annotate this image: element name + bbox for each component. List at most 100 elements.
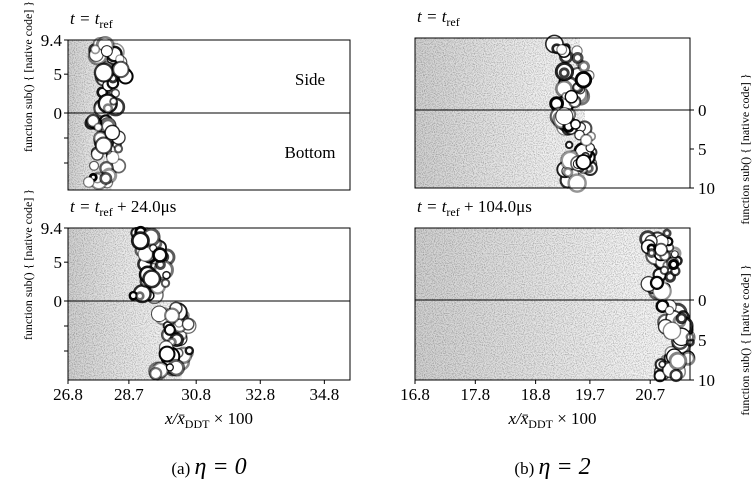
cell	[105, 125, 119, 139]
cell	[665, 306, 673, 314]
cell	[581, 135, 592, 146]
z-tick-label: 5	[54, 253, 63, 272]
time-label-sub: ref	[446, 15, 459, 29]
time-label-sub: ref	[99, 17, 112, 31]
caption-eta: η = 0	[195, 454, 247, 480]
cell	[183, 319, 194, 330]
x-axis-label: x/x̄DDT × 100	[164, 409, 253, 431]
x-axis-label-rest: × 100	[209, 409, 253, 428]
cell	[150, 368, 161, 379]
x-axis-label-sub: DDT	[185, 417, 210, 431]
time-label-main: t = t	[70, 9, 101, 28]
time-label-main: t = t	[417, 197, 448, 216]
time-label-sub: ref	[446, 205, 459, 219]
cell	[143, 271, 159, 287]
z-tick-label: 9.4	[41, 31, 63, 50]
cell	[564, 168, 572, 176]
cell	[661, 267, 668, 274]
x-axis-label: x/x̄DDT × 100	[507, 409, 596, 431]
time-label-rest: + 24.0μs	[113, 197, 177, 216]
y-tick-label: 5	[698, 140, 707, 159]
z-tick-label: 0	[54, 292, 63, 311]
schlieren-image	[68, 227, 196, 380]
cell	[162, 279, 169, 286]
time-label-main: t = t	[417, 7, 448, 26]
time-label-sub: ref	[99, 205, 112, 219]
z-axis-label-sub: function sub() { [native code] }	[21, 1, 35, 152]
schlieren-image	[415, 35, 597, 191]
cell	[186, 347, 193, 354]
cell	[576, 155, 590, 169]
cell	[566, 142, 572, 148]
cell	[671, 251, 678, 258]
cell	[659, 361, 665, 367]
figure: t = trefSideBottom9.450function sub() { …	[0, 0, 753, 486]
cell	[96, 138, 112, 154]
cell	[655, 244, 667, 256]
y-tick-label: 10	[698, 179, 715, 198]
caption: (a) η = 0	[171, 454, 246, 480]
x-tick-label: 16.8	[400, 385, 430, 404]
x-tick-label: 18.8	[521, 385, 551, 404]
cell	[576, 73, 590, 87]
cell	[557, 45, 567, 55]
x-tick-label: 32.8	[245, 385, 275, 404]
x-axis-label-main: x/x̄	[507, 409, 528, 428]
time-label: t = tref	[417, 7, 460, 29]
z-tick-label: 5	[54, 65, 63, 84]
cell	[569, 175, 586, 192]
time-label: t = tref + 24.0μs	[70, 197, 176, 219]
cell	[663, 322, 680, 339]
caption-label: (b)	[514, 459, 534, 478]
x-axis-label-rest: × 100	[553, 409, 597, 428]
cell	[677, 314, 686, 323]
cell	[95, 123, 102, 130]
speckle	[415, 300, 682, 380]
cell	[651, 277, 663, 289]
x-tick-label: 34.8	[309, 385, 339, 404]
x-tick-label: 26.8	[53, 385, 83, 404]
cell	[160, 347, 175, 362]
x-tick-label: 20.7	[635, 385, 665, 404]
x-tick-label: 17.8	[460, 385, 490, 404]
cell	[90, 161, 99, 170]
x-tick-label: 19.7	[575, 385, 605, 404]
time-label-main: t = t	[70, 197, 101, 216]
cell	[671, 370, 682, 381]
cell	[154, 249, 167, 262]
y-axis-label: function sub() { [native code] }	[738, 264, 752, 415]
x-axis-label-sub: DDT	[528, 417, 553, 431]
z-tick-label: 0	[54, 104, 63, 123]
cell	[101, 173, 111, 183]
cell	[101, 46, 112, 57]
z-axis-label: function sub() { [native code] }	[21, 1, 35, 152]
time-label: t = tref	[70, 9, 113, 31]
x-tick-label: 28.7	[114, 385, 144, 404]
schlieren-image	[415, 228, 695, 381]
cell	[84, 177, 94, 187]
speckle	[415, 228, 668, 300]
y-tick-label: 0	[698, 291, 707, 310]
cell	[110, 98, 117, 105]
caption-label: (a)	[171, 459, 190, 478]
caption: (b) η = 2	[514, 454, 590, 480]
cell	[113, 62, 128, 77]
cell	[565, 91, 577, 103]
y-axis-label-sub: function sub() { [native code] }	[738, 264, 752, 415]
cell	[167, 364, 174, 371]
cell	[115, 145, 122, 152]
cell	[132, 233, 148, 249]
cell	[163, 272, 170, 279]
cell	[670, 353, 686, 369]
x-axis-label-main: x/x̄	[164, 409, 185, 428]
cell	[165, 309, 179, 323]
cell	[104, 104, 112, 112]
z-axis-label-sub: function sub() { [native code] }	[21, 189, 35, 340]
y-tick-label: 10	[698, 371, 715, 390]
z-axis-label: function sub() { [native code] }	[21, 189, 35, 340]
y-tick-label: 0	[698, 101, 707, 120]
x-tick-label: 30.8	[181, 385, 211, 404]
y-axis-label-sub: function sub() { [native code] }	[738, 73, 752, 224]
view-annotation: Side	[295, 70, 325, 89]
cell	[560, 69, 568, 77]
